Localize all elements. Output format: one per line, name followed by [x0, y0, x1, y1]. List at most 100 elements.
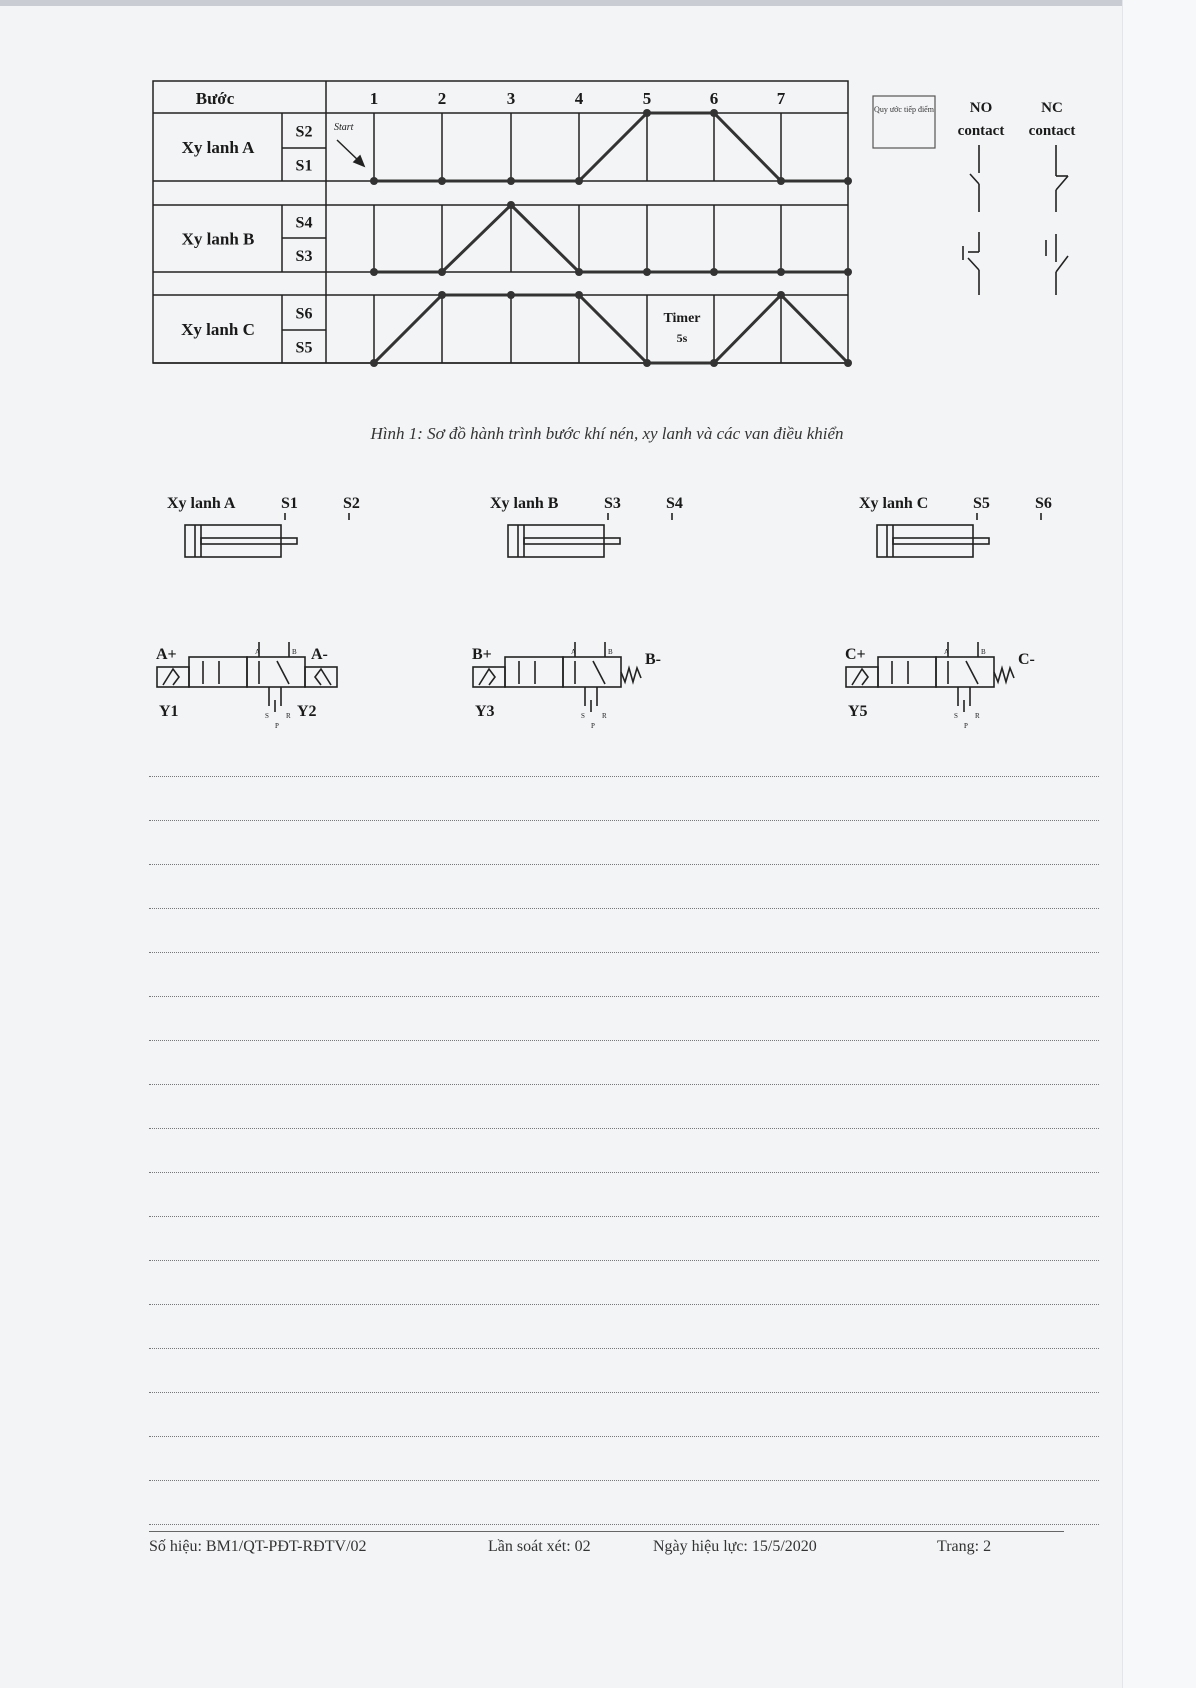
- legend-box-label: Quy ước tiếp điểm: [874, 105, 934, 114]
- step-point: [370, 268, 378, 276]
- table-border: [152, 80, 849, 364]
- cylinder-symbol: Xy lanh B S3 S4: [490, 495, 683, 558]
- answer-line: [149, 864, 1099, 865]
- step-point: [710, 359, 718, 367]
- sensor-label: S1: [281, 495, 298, 512]
- sensor-label: S6: [1035, 495, 1052, 512]
- timer-value: 5s: [677, 331, 688, 345]
- answer-line: [149, 776, 1099, 777]
- step-point: [370, 359, 378, 367]
- solenoid-valve: A+ A- Y1 Y2 A B SPR: [156, 642, 338, 730]
- lower-sensor-label: S5: [296, 340, 313, 357]
- step-number: 4: [575, 89, 584, 108]
- step-point: [370, 177, 378, 185]
- no-contact-label: contact: [958, 123, 1005, 139]
- valve-minus-label: A-: [311, 646, 328, 663]
- cylinder-name: Xy lanh A: [167, 495, 236, 512]
- cylinder-motion-line: [374, 202, 848, 274]
- step-point: [438, 268, 446, 276]
- timer-label: Timer: [663, 311, 700, 326]
- solenoid-valve: C+ C- Y5 A B SPR: [845, 642, 1035, 730]
- no-label: NO: [970, 100, 993, 116]
- answer-line: [149, 820, 1099, 821]
- step-point: [575, 291, 583, 299]
- step-point: [643, 109, 651, 117]
- answer-line: [149, 1304, 1099, 1305]
- valve-minus-label: B-: [645, 651, 661, 668]
- coil-label: Y5: [848, 703, 868, 720]
- step-number: 7: [777, 89, 786, 108]
- step-point: [777, 268, 785, 276]
- answer-line: [149, 1172, 1099, 1173]
- legend-box: [872, 95, 936, 149]
- start-arrow-icon: [336, 139, 366, 168]
- step-point: [507, 201, 515, 209]
- step-number: 1: [370, 89, 379, 108]
- step-number: 5: [643, 89, 652, 108]
- cylinder-row-label: Xy lanh B: [182, 230, 255, 249]
- step-point: [844, 359, 852, 367]
- coil-label: Y3: [475, 703, 495, 720]
- port-label: P: [275, 722, 279, 730]
- step-point: [777, 177, 785, 185]
- cylinder-symbol: Xy lanh A S1 S2: [167, 495, 360, 558]
- footer-effective-date: Ngày hiệu lực: 15/5/2020: [653, 1538, 817, 1555]
- step-number: 3: [507, 89, 516, 108]
- port-label: R: [286, 712, 291, 720]
- step-point: [710, 268, 718, 276]
- step-point: [710, 109, 718, 117]
- nc-contact-label: contact: [1029, 123, 1076, 139]
- port-label: R: [975, 712, 980, 720]
- step-point: [575, 268, 583, 276]
- port-label: B: [608, 648, 613, 656]
- answer-line: [149, 1128, 1099, 1129]
- answer-line: [149, 1348, 1099, 1349]
- cylinder-icon: [507, 513, 673, 558]
- header-label: Bước: [196, 89, 235, 108]
- scan-edge-top: [0, 0, 1196, 6]
- answer-line: [149, 1260, 1099, 1261]
- scan-edge-right: [1122, 0, 1196, 1688]
- valve-plus-label: B+: [472, 646, 492, 663]
- coil-label: Y1: [159, 703, 179, 720]
- answer-line: [149, 1084, 1099, 1085]
- valve-plus-label: A+: [156, 646, 177, 663]
- step-number: 2: [438, 89, 447, 108]
- step-point: [643, 359, 651, 367]
- answer-line: [149, 1040, 1099, 1041]
- footer-page: Trang: 2: [937, 1538, 992, 1555]
- solenoid-valve: B+ B- Y3 A B SPR: [472, 642, 661, 730]
- coil-label: Y2: [297, 703, 317, 720]
- cylinder-row-label: Xy lanh A: [182, 138, 255, 157]
- cylinder-symbol: Xy lanh C S5 S6: [859, 495, 1052, 558]
- answer-line: [149, 952, 1099, 953]
- answer-line: [149, 908, 1099, 909]
- step-point: [643, 268, 651, 276]
- valve-5-2-icon: [156, 642, 338, 712]
- footer-doc-code: Số hiệu: BM1/QT-PĐT-RĐTV/02: [149, 1538, 367, 1555]
- start-label: Start: [334, 122, 354, 133]
- no-contact-symbol-icon: [969, 145, 980, 212]
- no-limit-switch-symbol-icon: [962, 232, 980, 295]
- lower-sensor-label: S1: [296, 158, 313, 175]
- cylinder-row-label: Xy lanh C: [181, 320, 255, 339]
- cylinder-name: Xy lanh B: [490, 495, 559, 512]
- sensor-label: S4: [666, 495, 683, 512]
- sensor-label: S3: [604, 495, 621, 512]
- nc-limit-switch-symbol-icon: [1045, 234, 1069, 295]
- footer-revision: Lần soát xét: 02: [488, 1538, 591, 1555]
- upper-sensor-label: S2: [296, 124, 313, 141]
- nc-label: NC: [1041, 100, 1063, 116]
- step-diagram: [152, 80, 849, 364]
- cylinder-name: Xy lanh C: [859, 495, 928, 512]
- step-point: [507, 291, 515, 299]
- step-point: [844, 268, 852, 276]
- footer-divider: [149, 1531, 1064, 1532]
- port-label: B: [292, 648, 297, 656]
- port-label: A: [571, 648, 576, 656]
- sensor-label: S5: [973, 495, 990, 512]
- port-label: S: [581, 712, 585, 720]
- figure-caption: Hình 1: Sơ đồ hành trình bước khí nén, x…: [370, 424, 844, 443]
- nc-contact-symbol-icon: [1055, 145, 1069, 212]
- port-label: P: [964, 722, 968, 730]
